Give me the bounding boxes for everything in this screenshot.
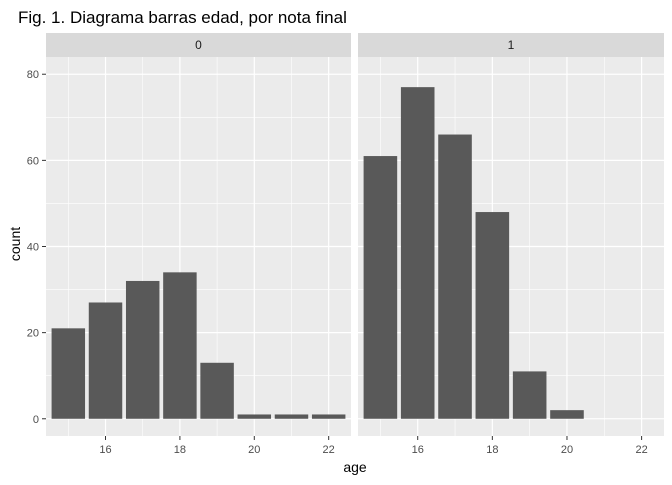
bar-age-17: [125, 280, 160, 419]
bar-age-19: [200, 362, 234, 419]
bar-age-20: [237, 414, 272, 419]
facet-strip: [46, 33, 351, 57]
bar-age-22: [311, 414, 346, 419]
facet-panels: 0 16 18 20 22 0 20 40 60 80 1 16 18 20 22: [27, 33, 664, 456]
bar-age-16: [88, 302, 123, 419]
y-tick-label: 60: [27, 155, 39, 167]
x-tick-label: 18: [486, 444, 498, 456]
bar-age-19: [512, 371, 547, 419]
bar-age-15: [51, 328, 86, 419]
y-axis-label: count: [7, 227, 23, 261]
bar-age-15: [363, 156, 398, 419]
y-tick-label: 80: [27, 69, 39, 81]
y-tick-label: 20: [27, 328, 39, 340]
x-tick-label: 22: [635, 444, 647, 456]
facet-strip-label: 1: [508, 38, 515, 52]
bar-age-18: [163, 272, 197, 419]
bar-age-17: [438, 134, 472, 419]
facet-strip-label: 0: [195, 38, 202, 52]
facet-strip: [358, 33, 664, 57]
bar-age-20: [550, 410, 584, 419]
facet-panel-1: 1 16 18 20 22: [358, 33, 664, 456]
bar-age-18: [475, 212, 510, 419]
chart-title: Fig. 1. Diagrama barras edad, por nota f…: [18, 8, 347, 27]
x-tick-label: 16: [99, 444, 111, 456]
facet-panel-0: 0 16 18 20 22 0 20 40 60 80: [27, 33, 351, 456]
x-tick-label: 18: [174, 444, 186, 456]
x-axis-label: age: [343, 459, 367, 475]
y-tick-label: 40: [27, 242, 39, 254]
x-tick-label: 20: [248, 444, 260, 456]
bar-age-21: [274, 414, 309, 419]
x-tick-label: 20: [561, 444, 573, 456]
y-tick-label: 0: [33, 414, 39, 426]
x-tick-label: 22: [323, 444, 335, 456]
x-tick-label: 16: [412, 444, 424, 456]
bar-age-16: [400, 87, 435, 419]
